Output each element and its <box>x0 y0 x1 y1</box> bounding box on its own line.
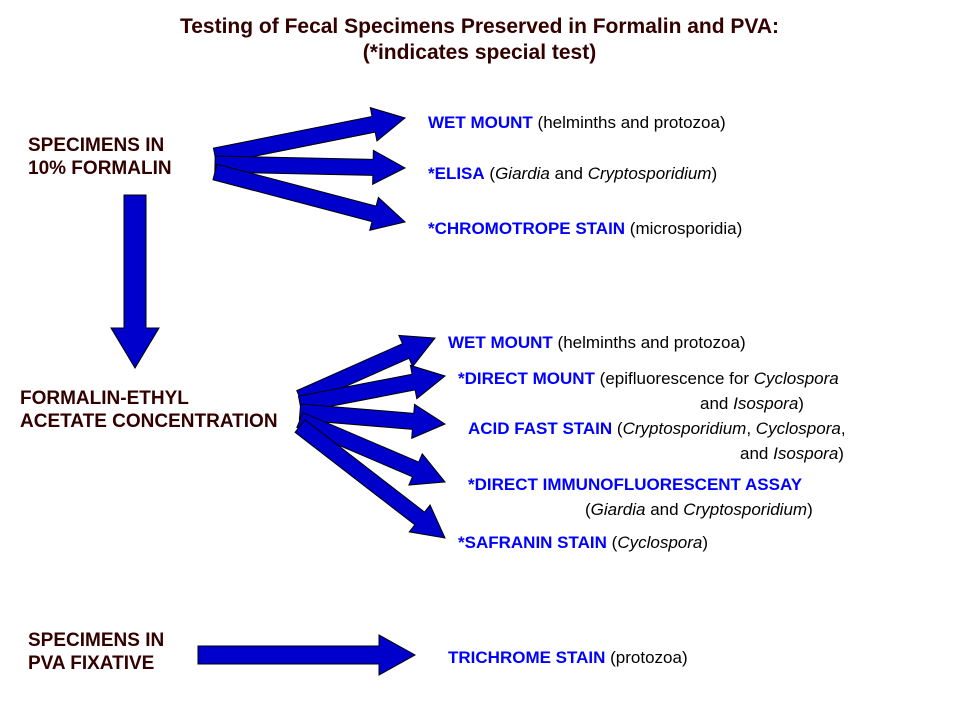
arrow-a-f3 <box>213 164 405 230</box>
arrow-a-c2 <box>298 365 445 411</box>
test-c5-d: (Cyclospora) <box>607 533 708 552</box>
test-c3-d: (Cryptosporidium, Cyclospora, <box>612 419 845 438</box>
test-f3-d: (microsporidia) <box>625 219 742 238</box>
test-f3-name: *CHROMOTROPE STAIN <box>428 219 625 238</box>
test-f2-d: (Giardia and Cryptosporidium) <box>485 164 717 183</box>
arrow-a-c1 <box>297 335 435 405</box>
test-c2-d: (epifluorescence for Cyclospora <box>595 369 839 388</box>
test-c4-name: *DIRECT IMMUNOFLUORESCENT ASSAY <box>468 475 802 494</box>
test-p1-name: TRICHROME STAIN <box>448 648 605 667</box>
test-f3: *CHROMOTROPE STAIN (microsporidia) <box>428 218 742 239</box>
node-conc-l2: ACETATE CONCENTRATION <box>20 411 278 432</box>
test-f1-name: WET MOUNT <box>428 113 533 132</box>
arrow-a-f2 <box>215 150 405 184</box>
test-f1: WET MOUNT (helminths and protozoa) <box>428 112 726 133</box>
test-c1-name: WET MOUNT <box>448 333 553 352</box>
arrow-a-c5 <box>295 420 445 538</box>
node-pva-l1: SPECIMENS IN <box>28 630 164 651</box>
test-c5: *SAFRANIN STAIN (Cyclospora) <box>458 532 708 553</box>
node-formalin-l2: 10% FORMALIN <box>28 158 172 179</box>
test-p1: TRICHROME STAIN (protozoa) <box>448 647 688 668</box>
test-c2-name: *DIRECT MOUNT <box>458 369 595 388</box>
test-f2-name: *ELISA <box>428 164 485 183</box>
title-line1: Testing of Fecal Specimens Preserved in … <box>0 14 959 40</box>
test-p1-d: (protozoa) <box>605 648 687 667</box>
arrow-a-c3 <box>299 404 445 438</box>
test-c3: ACID FAST STAIN (Cryptosporidium, Cyclos… <box>468 418 846 439</box>
arrows-layer <box>0 0 959 719</box>
title-line2: (*indicates special test) <box>0 40 959 66</box>
test-c3-l2: and Isospora) <box>740 443 844 464</box>
test-c4-l2: (Giardia and Cryptosporidium) <box>585 499 813 520</box>
node-formalin: SPECIMENS IN 10% FORMALIN <box>28 135 172 181</box>
arrow-a-f1 <box>213 108 405 164</box>
arrow-a-down <box>111 195 159 368</box>
diagram-stage: Testing of Fecal Specimens Preserved in … <box>0 0 959 719</box>
test-c2: *DIRECT MOUNT (epifluorescence for Cyclo… <box>458 368 839 389</box>
arrow-a-p1 <box>198 635 415 675</box>
test-c1-d: (helminths and protozoa) <box>553 333 746 352</box>
test-c4: *DIRECT IMMUNOFLUORESCENT ASSAY <box>468 474 802 495</box>
test-c2-l2: and Isospora) <box>700 393 804 414</box>
node-pva: SPECIMENS IN PVA FIXATIVE <box>28 630 164 676</box>
test-f1-d: (helminths and protozoa) <box>533 113 726 132</box>
node-formalin-l1: SPECIMENS IN <box>28 135 164 156</box>
test-f2: *ELISA (Giardia and Cryptosporidium) <box>428 163 717 184</box>
arrow-a-c4 <box>297 413 445 485</box>
node-conc-l1: FORMALIN-ETHYL <box>20 388 189 409</box>
test-c3-name: ACID FAST STAIN <box>468 419 612 438</box>
node-pva-l2: PVA FIXATIVE <box>28 653 154 674</box>
test-c5-name: *SAFRANIN STAIN <box>458 533 607 552</box>
test-c1: WET MOUNT (helminths and protozoa) <box>448 332 746 353</box>
node-concentration: FORMALIN-ETHYL ACETATE CONCENTRATION <box>20 388 278 434</box>
